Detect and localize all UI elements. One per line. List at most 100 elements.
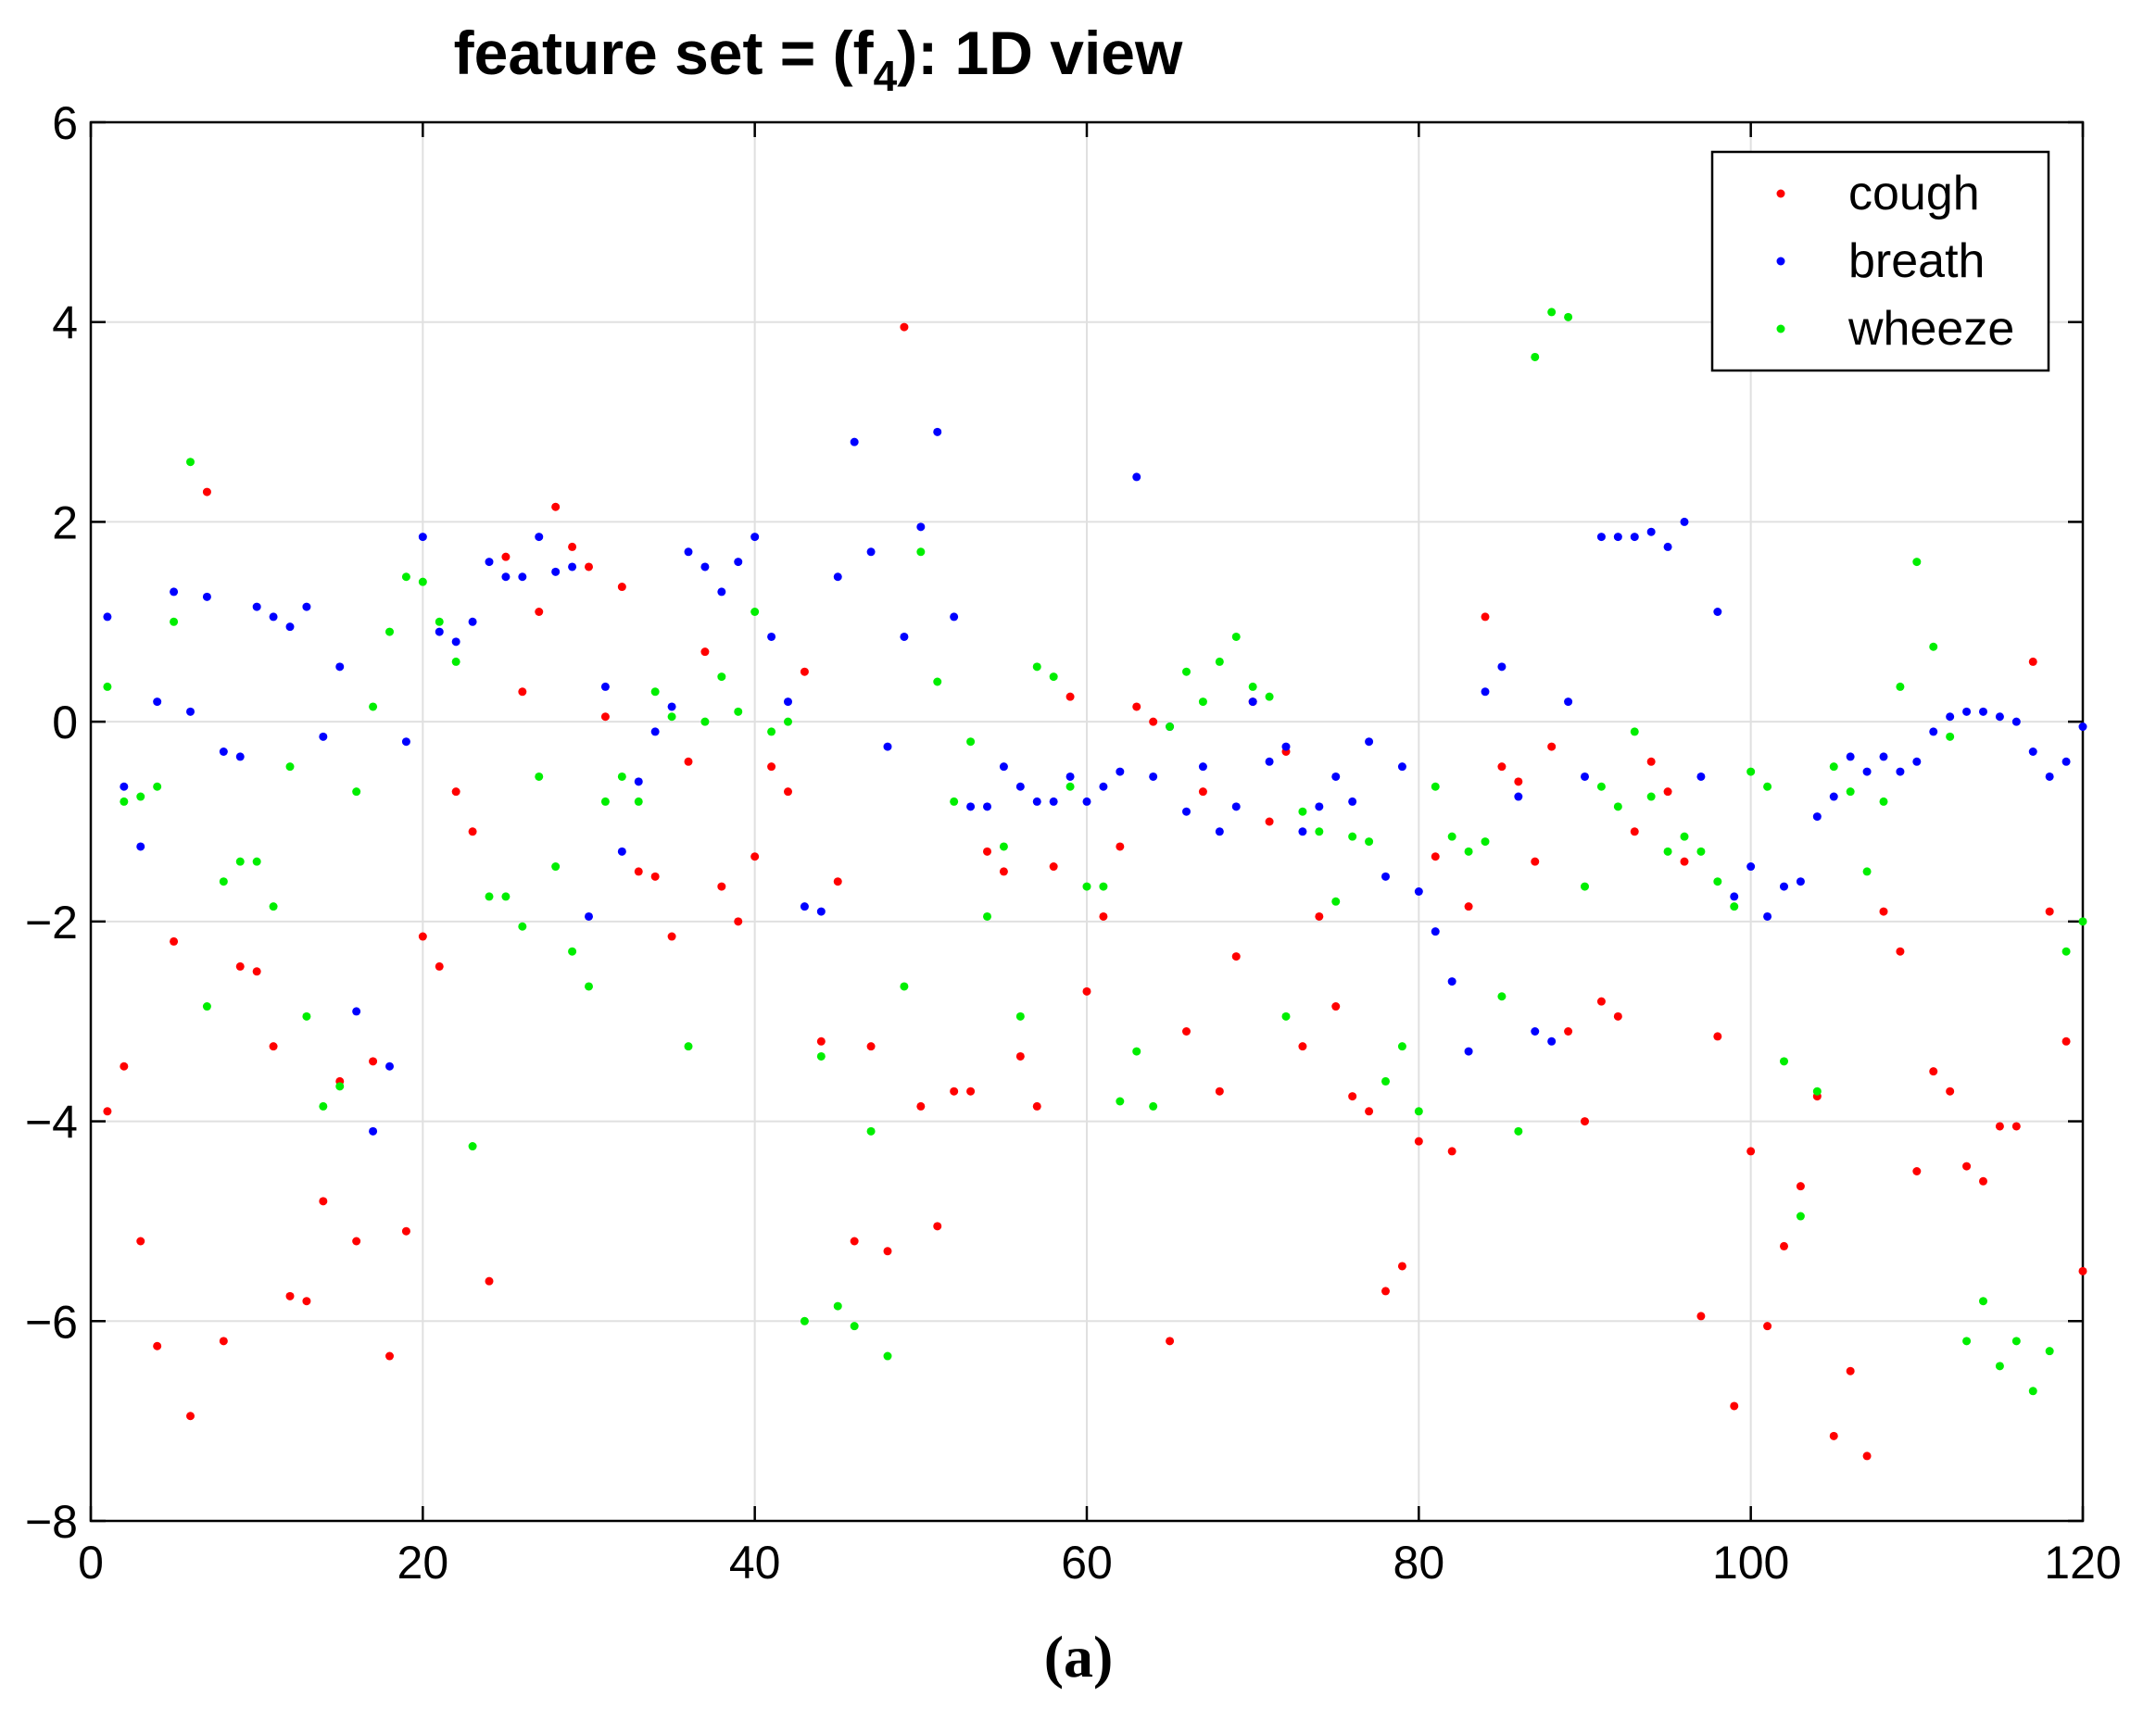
point-cough (650, 872, 660, 881)
point-cough (1464, 902, 1473, 911)
point-wheeze (983, 911, 991, 921)
point-breath (1946, 712, 1955, 722)
point-cough (700, 647, 710, 657)
point-wheeze (684, 1042, 693, 1051)
point-wheeze (369, 702, 378, 711)
point-breath (800, 902, 809, 911)
point-breath (535, 533, 544, 542)
point-wheeze (1596, 782, 1606, 791)
point-wheeze (1929, 642, 1938, 651)
point-breath (1862, 767, 1872, 776)
point-cough (252, 967, 261, 976)
point-breath (1365, 737, 1374, 747)
point-cough (585, 562, 593, 572)
series-wheeze (103, 308, 2087, 1396)
point-wheeze (435, 617, 444, 626)
x-tick-label: 0 (78, 1537, 104, 1589)
data-points (103, 308, 2087, 1461)
point-wheeze (1613, 802, 1622, 811)
point-cough (2061, 1036, 2071, 1046)
point-breath (1348, 797, 1357, 806)
point-wheeze (1265, 692, 1274, 701)
point-wheeze (833, 1301, 842, 1311)
point-cough (1746, 1147, 1756, 1156)
point-wheeze (1581, 882, 1589, 891)
point-breath (1231, 802, 1241, 811)
point-breath (1663, 542, 1672, 551)
legend: cough breath wheeze (1710, 150, 2050, 372)
point-breath (202, 592, 211, 601)
point-breath (883, 742, 892, 751)
point-wheeze (153, 782, 162, 791)
point-wheeze (883, 1351, 892, 1361)
point-cough (833, 877, 842, 886)
point-cough (1995, 1122, 2004, 1131)
point-cough (1763, 1322, 1772, 1331)
point-wheeze (1979, 1297, 1987, 1306)
point-wheeze (734, 707, 743, 716)
point-cough (784, 787, 792, 797)
point-breath (1049, 797, 1058, 806)
point-wheeze (1082, 882, 1091, 891)
point-cough (1149, 717, 1158, 726)
point-breath (734, 558, 743, 567)
point-cough (1414, 1137, 1423, 1146)
point-wheeze (767, 727, 776, 736)
point-breath (518, 572, 527, 582)
point-wheeze (1431, 782, 1440, 791)
point-breath (485, 558, 494, 567)
point-breath (617, 847, 626, 856)
point-wheeze (1149, 1101, 1158, 1111)
series-breath (103, 427, 2087, 1136)
point-wheeze (585, 982, 593, 991)
point-cough (1365, 1107, 1374, 1116)
point-wheeze (1946, 732, 1955, 741)
point-breath (1132, 472, 1141, 482)
point-breath (1962, 707, 1972, 716)
point-wheeze (1015, 1011, 1025, 1021)
point-wheeze (551, 862, 561, 872)
point-wheeze (1713, 877, 1722, 886)
point-wheeze (1032, 662, 1041, 672)
point-wheeze (1547, 308, 1557, 317)
point-breath (1381, 872, 1390, 881)
chart-title: feature set = (f4): 1D view (454, 19, 1183, 100)
point-cough (1646, 757, 1656, 766)
point-wheeze (1481, 837, 1490, 847)
point-breath (1248, 697, 1257, 707)
point-wheeze (1564, 312, 1573, 321)
x-tick-label: 120 (2044, 1537, 2121, 1589)
point-cough (1132, 702, 1141, 711)
legend-label-breath: breath (1848, 234, 1985, 288)
point-cough (435, 961, 444, 971)
point-breath (1979, 707, 1987, 716)
point-breath (235, 752, 245, 761)
point-cough (501, 552, 511, 561)
point-breath (1531, 1027, 1540, 1036)
point-cough (1946, 1087, 1955, 1096)
point-wheeze (1696, 847, 1706, 856)
y-tick-label: −8 (25, 1496, 78, 1548)
point-breath (1015, 782, 1025, 791)
point-cough (518, 687, 527, 697)
point-breath (302, 602, 311, 611)
point-cough (816, 1036, 826, 1046)
point-breath (600, 682, 610, 691)
point-wheeze (1116, 1097, 1125, 1106)
point-wheeze (468, 1142, 477, 1151)
point-cough (202, 487, 211, 496)
point-cough (568, 542, 577, 551)
point-wheeze (1166, 722, 1175, 732)
point-wheeze (2078, 917, 2087, 926)
point-breath (2078, 722, 2087, 732)
point-breath (767, 632, 776, 641)
point-cough (1564, 1027, 1573, 1036)
point-cough (120, 1061, 129, 1071)
x-tick-label: 20 (397, 1537, 449, 1589)
point-wheeze (1065, 782, 1075, 791)
point-breath (1447, 977, 1456, 986)
point-cough (1730, 1401, 1739, 1411)
point-breath (816, 907, 826, 916)
x-tick-label: 80 (1393, 1537, 1445, 1589)
point-cough (352, 1237, 361, 1246)
